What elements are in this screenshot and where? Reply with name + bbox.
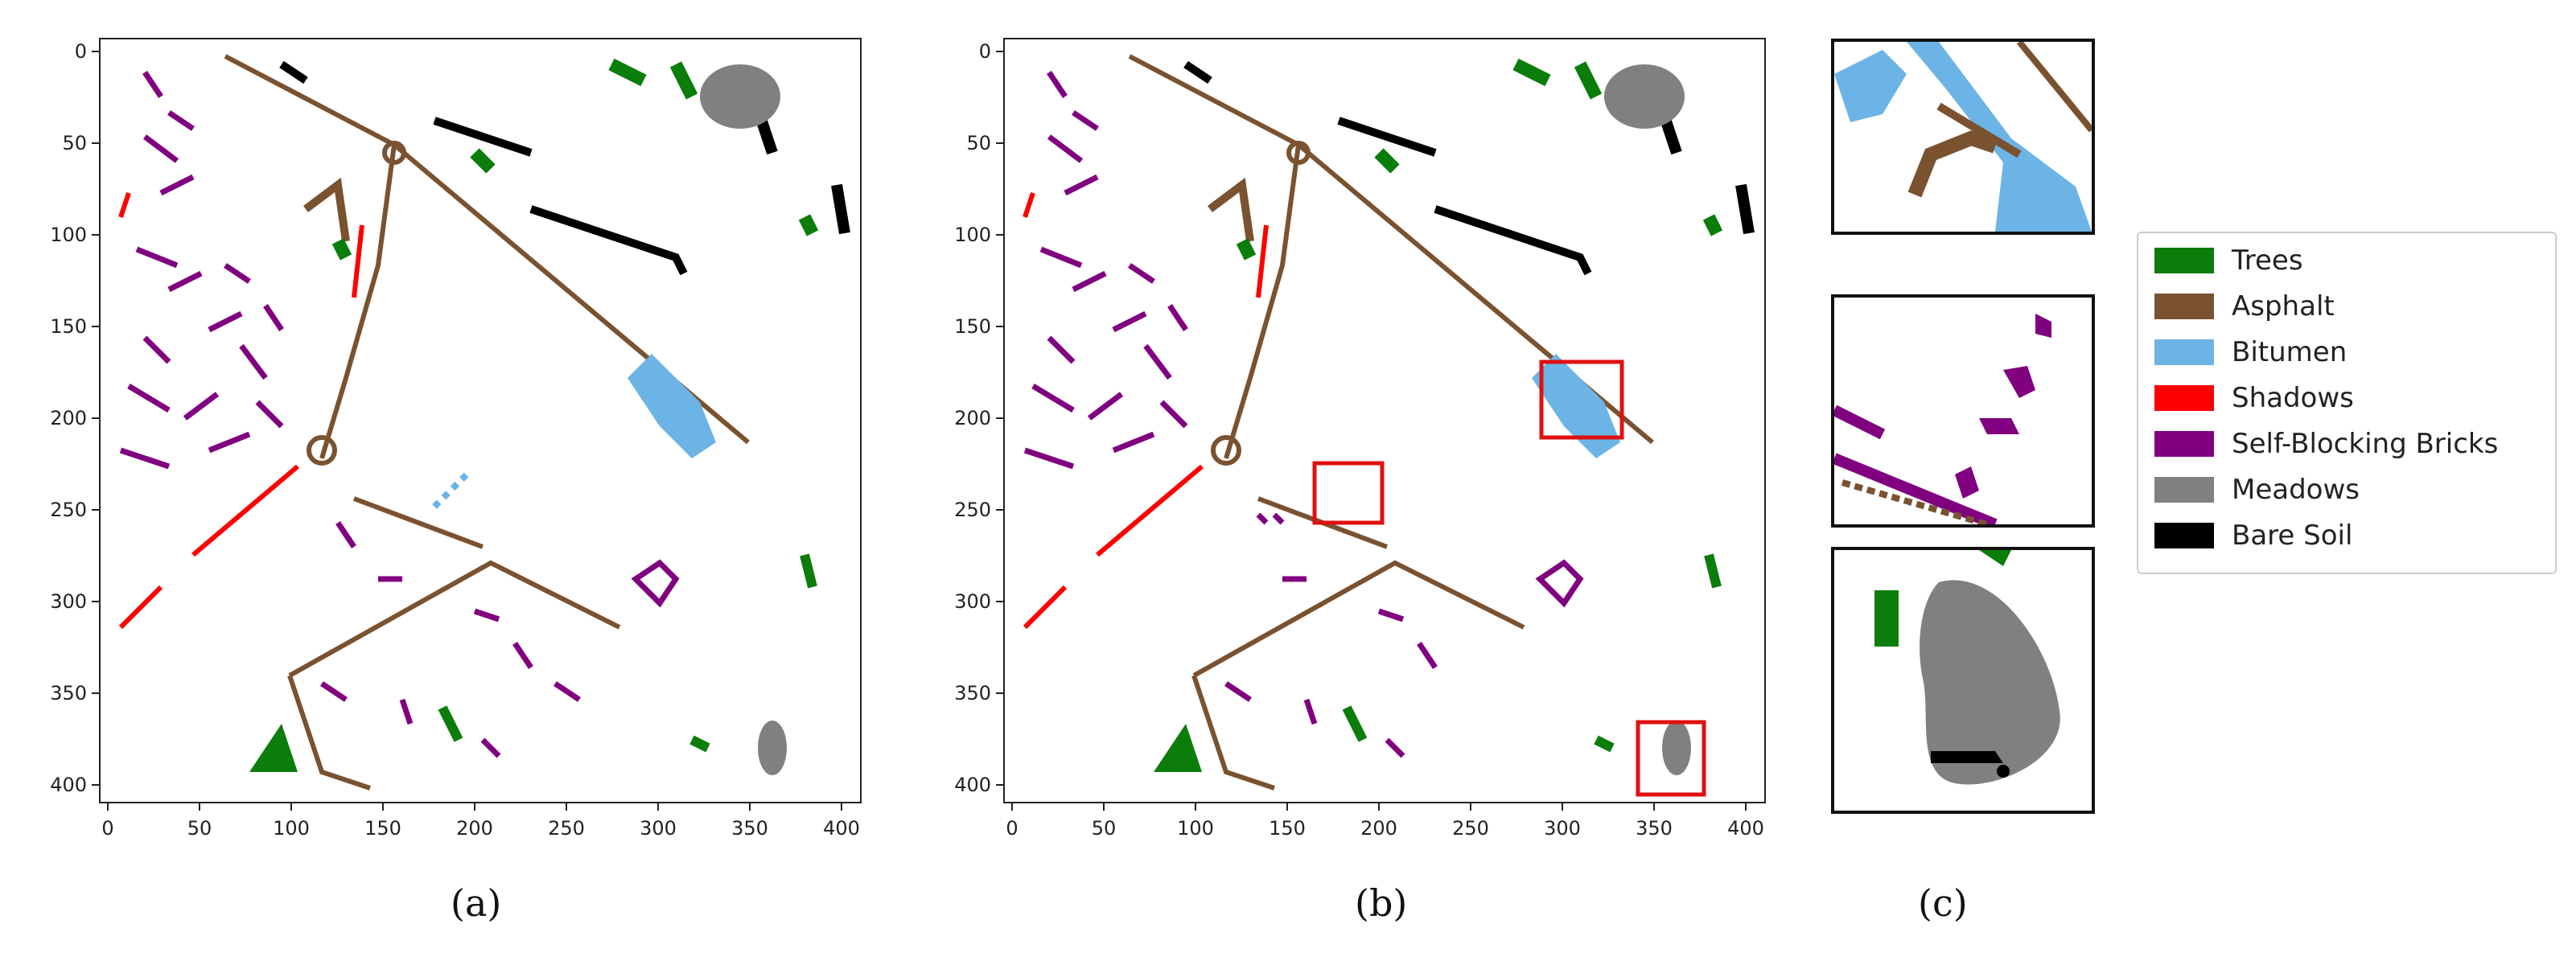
y-tick-label-a: 400 xyxy=(50,774,87,796)
x-tick-label-a: 100 xyxy=(273,817,310,840)
y-tick-label-b: 100 xyxy=(954,224,991,246)
y-tick-label-a: 150 xyxy=(50,315,87,338)
y-tick-label-b: 350 xyxy=(954,682,991,704)
x-tick-label-a: 150 xyxy=(364,817,401,840)
legend-swatch xyxy=(2154,248,2214,273)
x-tick-label-a: 200 xyxy=(456,817,493,840)
x-tick-label-b: 150 xyxy=(1269,817,1306,840)
y-tick-label-b: 400 xyxy=(954,774,991,796)
y-tick-label-b: 250 xyxy=(954,499,991,521)
panel-label-b: (b) xyxy=(1355,881,1408,925)
y-tick-label-a: 350 xyxy=(50,682,87,704)
y-tick-label-b: 150 xyxy=(954,315,991,338)
x-tick-label-a: 0 xyxy=(101,817,113,840)
legend: Trees Asphalt Bitumen Shadows Self-Blocking … xyxy=(2137,232,2557,574)
legend-label: Trees xyxy=(2232,244,2303,277)
legend-item: Bitumen xyxy=(2154,335,2347,370)
legend-item: Asphalt xyxy=(2154,289,2335,324)
zoom-inset-bitumen xyxy=(1831,39,2095,235)
legend-item: Meadows xyxy=(2154,472,2360,507)
legend-item: Bare Soil xyxy=(2154,518,2352,553)
panel-label-c: (c) xyxy=(1918,881,1968,925)
legend-label: Self-Blocking Bricks xyxy=(2232,428,2499,460)
zoom-inset-bricks xyxy=(1831,294,2095,528)
x-tick-label-a: 350 xyxy=(731,817,768,840)
zoom-inset-meadows xyxy=(1831,547,2095,814)
classification-map-b: 0 50 100 150 200 250 300 350 400 0 50 100 150 200 250 3… xyxy=(954,38,1766,840)
y-tick-label-a: 50 xyxy=(62,132,87,154)
y-tick-label-b: 50 xyxy=(966,132,991,154)
legend-label: Shadows xyxy=(2232,382,2354,414)
legend-swatch xyxy=(2154,431,2214,457)
legend-swatch xyxy=(2154,339,2214,365)
x-tick-label-b: 250 xyxy=(1452,817,1489,840)
x-tick-label-b: 50 xyxy=(1092,817,1117,840)
legend-label: Bare Soil xyxy=(2232,520,2353,552)
highlight-box-meadows xyxy=(1636,720,1706,797)
map-a-features xyxy=(118,54,850,791)
y-tick-label-b: 0 xyxy=(979,40,991,63)
y-tick-label-a: 200 xyxy=(50,407,87,429)
y-tick-label-b: 200 xyxy=(954,407,991,429)
legend-swatch xyxy=(2154,294,2214,319)
highlight-box-bitumen xyxy=(1539,359,1624,440)
y-tick-label-a: 0 xyxy=(75,40,87,63)
legend-item: Shadows xyxy=(2154,380,2354,416)
map-b-features xyxy=(1023,54,1755,791)
legend-label: Asphalt xyxy=(2232,290,2335,322)
legend-swatch xyxy=(2154,385,2214,411)
x-tick-label-b: 200 xyxy=(1360,817,1397,840)
x-tick-label-b: 300 xyxy=(1544,817,1581,840)
x-tick-label-b: 100 xyxy=(1177,817,1214,840)
classification-map-a: 0 50 100 150 200 250 300 350 400 0 50 100 150 200 250 3… xyxy=(50,38,862,840)
legend-label: Bitumen xyxy=(2232,336,2348,368)
y-tick-label-a: 300 xyxy=(50,590,87,613)
legend-item: Trees xyxy=(2154,243,2303,278)
panel-label-a: (a) xyxy=(451,881,502,925)
x-tick-label-b: 350 xyxy=(1636,817,1673,840)
x-tick-label-b: 0 xyxy=(1006,817,1018,840)
legend-swatch xyxy=(2154,523,2214,548)
legend-swatch xyxy=(2154,477,2214,503)
y-tick-label-a: 100 xyxy=(50,224,87,246)
highlight-box-bricks xyxy=(1312,461,1385,525)
x-tick-label-a: 300 xyxy=(640,817,677,840)
x-tick-label-a: 50 xyxy=(187,817,212,840)
x-tick-label-b: 400 xyxy=(1727,817,1764,840)
legend-label: Meadows xyxy=(2232,474,2360,506)
y-tick-label-b: 300 xyxy=(954,590,991,613)
x-tick-label-a: 250 xyxy=(548,817,585,840)
x-tick-label-a: 400 xyxy=(823,817,860,840)
legend-item: Self-Blocking Bricks xyxy=(2154,426,2498,462)
y-tick-label-a: 250 xyxy=(50,499,87,521)
